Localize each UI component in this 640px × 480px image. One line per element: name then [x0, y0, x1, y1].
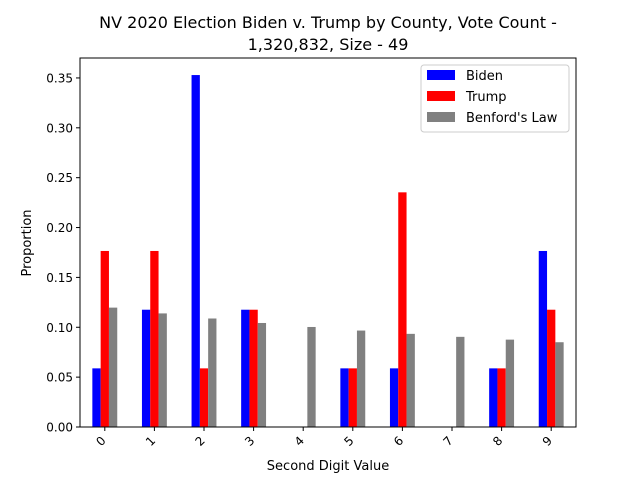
bar-benford-s-law-4: [307, 326, 316, 427]
y-tick-label: 0.30: [46, 121, 73, 135]
x-tick-label: 4: [292, 434, 307, 449]
legend-frame: [420, 64, 570, 133]
bar-benford-s-law-8: [505, 339, 515, 427]
bar-benford-s-law-2: [208, 318, 217, 427]
bar-benford-s-law-1: [158, 313, 167, 427]
bar-biden-0: [92, 368, 101, 427]
y-tick-label: 0.35: [46, 71, 73, 85]
y-tick-label: 0.00: [46, 421, 73, 435]
legend-swatch: [427, 112, 455, 122]
x-axis-label: Second Digit Value: [267, 459, 389, 474]
plot-frame: [79, 57, 577, 428]
bar-biden-8: [489, 368, 498, 427]
bar-trump-2: [199, 368, 209, 427]
y-tick-label: 0.10: [46, 321, 73, 335]
bar-biden-9: [538, 250, 548, 427]
y-axis: 0.00 0.05 0.10 0.15 0.20 0.25 0.30 0.35: [46, 71, 80, 435]
bar-biden-6: [389, 368, 399, 427]
x-tick-label: 8: [490, 434, 505, 449]
bar-benford-s-law-0: [108, 307, 118, 427]
y-tick-label: 0.15: [46, 271, 73, 285]
bar-benford-s-law-5: [356, 330, 366, 427]
bar-benford-s-law-6: [406, 333, 415, 427]
legend-label: Biden: [466, 69, 503, 84]
bar-benford-s-law-3: [257, 322, 267, 427]
chart-title-line2: 1,320,832, Size - 49: [248, 35, 409, 54]
x-tick-label: 3: [242, 434, 257, 449]
chart-title-line1: NV 2020 Election Biden v. Trump by Count…: [99, 13, 557, 32]
bars-group: [92, 75, 564, 428]
bar-biden-5: [340, 368, 349, 427]
legend-label: Benford's Law: [466, 111, 558, 126]
legend: Biden Trump Benford's Law: [420, 64, 570, 133]
bar-trump-8: [497, 368, 506, 427]
x-tick-label: 1: [143, 434, 158, 449]
x-axis: 0 1 2 3 4 5 6 7 8 9: [93, 427, 555, 449]
bar-biden-3: [241, 309, 250, 427]
bar-trump-6: [398, 192, 407, 427]
x-tick-label: 0: [93, 434, 108, 449]
bar-trump-1: [150, 250, 159, 427]
x-tick-label: 2: [193, 434, 208, 449]
legend-swatch: [427, 70, 455, 80]
bar-trump-5: [348, 368, 357, 427]
bar-benford-s-law-7: [456, 336, 465, 427]
bar-benford-s-law-9: [555, 342, 564, 427]
y-tick-label: 0.25: [46, 171, 73, 185]
bar-biden-1: [141, 309, 151, 427]
x-tick-label: 9: [540, 434, 555, 449]
y-axis-label: Proportion: [20, 209, 35, 276]
bar-trump-0: [100, 250, 109, 427]
bar-trump-3: [249, 309, 258, 427]
legend-swatch: [427, 91, 455, 101]
x-tick-label: 5: [341, 434, 356, 449]
bar-biden-2: [191, 75, 200, 428]
x-tick-label: 6: [391, 434, 406, 449]
x-tick-label: 7: [441, 434, 456, 449]
bar-trump-9: [547, 309, 556, 427]
y-tick-label: 0.05: [46, 371, 73, 385]
y-tick-label: 0.20: [46, 221, 73, 235]
legend-label: Trump: [465, 90, 507, 105]
